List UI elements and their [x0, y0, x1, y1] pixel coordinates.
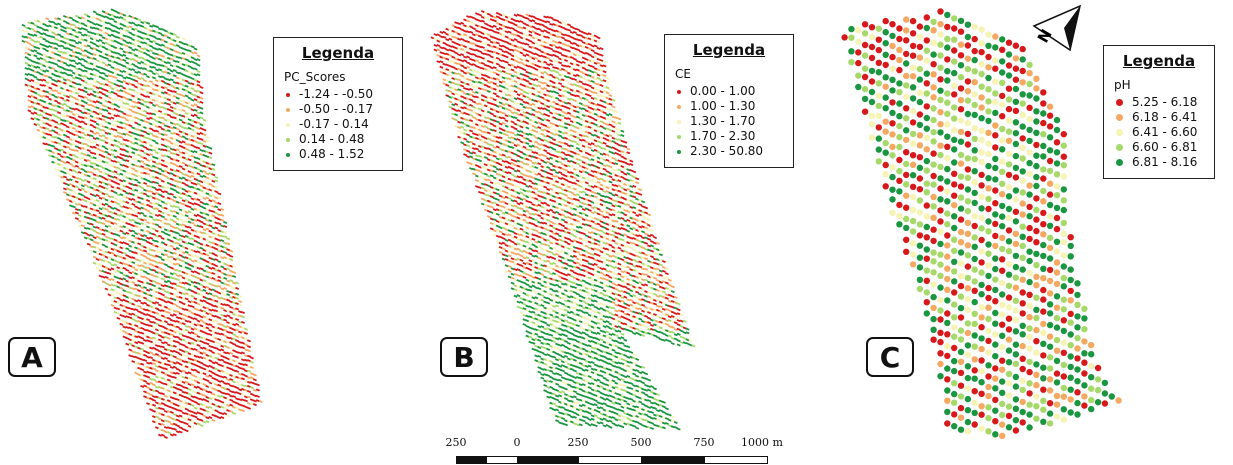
- legend-range: 5.25 - 6.18: [1132, 95, 1198, 109]
- scale-segment: [517, 456, 579, 464]
- legend-item: 6.18 - 6.41: [1114, 110, 1204, 125]
- scale-segment: [641, 456, 705, 464]
- sample-points: [21, 8, 263, 439]
- map-panel-b: Legenda CE 0.00 - 1.00 1.00 - 1.30 1.30 - …: [411, 0, 822, 465]
- legend-range: 0.00 - 1.00: [690, 84, 756, 98]
- scale-bar: 250 0 250 500 750 1000 m: [420, 434, 800, 465]
- legend-item: 6.60 - 6.81: [1114, 140, 1204, 155]
- legend-swatch: [286, 107, 290, 112]
- legend-items: 0.00 - 1.00 1.00 - 1.30 1.30 - 1.70 1.70 - …: [675, 84, 783, 159]
- legend-c: Legenda pH 5.25 - 6.18 6.18 - 6.41 6.41 - …: [1103, 45, 1215, 179]
- legend-swatch: [677, 89, 681, 94]
- panel-label-a: A: [8, 337, 56, 377]
- legend-item: 1.70 - 2.30: [675, 129, 783, 144]
- legend-item: 6.41 - 6.60: [1114, 125, 1204, 140]
- legend-item: 1.00 - 1.30: [675, 99, 783, 114]
- scale-tick: 500: [630, 436, 652, 449]
- legend-swatch: [1116, 99, 1123, 106]
- legend-item: -0.17 - 0.14: [284, 117, 392, 132]
- legend-range: 1.70 - 2.30: [690, 129, 756, 143]
- legend-items: -1.24 - -0.50 -0.50 - -0.17 -0.17 - 0.14 0.…: [284, 87, 392, 162]
- legend-swatch: [286, 122, 290, 127]
- scale-segment: [578, 456, 642, 464]
- legend-title: Legenda: [1122, 52, 1196, 70]
- legend-range: 6.60 - 6.81: [1132, 140, 1198, 154]
- legend-item: -1.24 - -0.50: [284, 87, 392, 102]
- scale-tick: 0: [513, 436, 521, 449]
- panel-label-b: B: [440, 337, 488, 377]
- scale-tick: 250: [567, 436, 589, 449]
- legend-swatch: [1116, 159, 1123, 166]
- legend-range: 1.00 - 1.30: [690, 99, 756, 113]
- legend-swatch: [1116, 114, 1123, 121]
- field-map-c: [841, 8, 1122, 439]
- legend-swatch: [1116, 129, 1123, 136]
- panel-label-c: C: [866, 337, 914, 377]
- legend-item: 6.81 - 8.16: [1114, 155, 1204, 170]
- legend-item: 1.30 - 1.70: [675, 114, 783, 129]
- scale-tick: 1000 m: [741, 436, 783, 449]
- north-label: N: [1034, 26, 1056, 46]
- legend-range: 1.30 - 1.70: [690, 114, 756, 128]
- legend-item: 0.14 - 0.48: [284, 132, 392, 147]
- legend-range: 0.14 - 0.48: [299, 132, 365, 146]
- field-map-a: [21, 8, 263, 439]
- legend-item: 0.48 - 1.52: [284, 147, 392, 162]
- field-map-b: [430, 10, 696, 431]
- legend-swatch: [286, 152, 290, 157]
- legend-swatch: [677, 119, 681, 124]
- scale-segment: [704, 456, 768, 464]
- legend-range: 2.30 - 50.80: [690, 144, 764, 158]
- legend-swatch: [286, 92, 290, 97]
- legend-field: pH: [1114, 78, 1131, 92]
- legend-title: Legenda: [692, 41, 766, 59]
- legend-item: -0.50 - -0.17: [284, 102, 392, 117]
- map-panel-c: Legenda pH 5.25 - 6.18 6.18 - 6.41 6.41 - …: [822, 0, 1233, 465]
- map-panel-a: Legenda PC_Scores -1.24 - -0.50 -0.50 - -…: [0, 0, 411, 465]
- legend-title: Legenda: [301, 44, 375, 62]
- legend-item: 5.25 - 6.18: [1114, 95, 1204, 110]
- scale-segment: [456, 456, 487, 464]
- legend-swatch: [286, 137, 290, 142]
- scale-tick: 750: [693, 436, 715, 449]
- legend-range: 6.41 - 6.60: [1132, 125, 1198, 139]
- legend-b: Legenda CE 0.00 - 1.00 1.00 - 1.30 1.30 - …: [664, 34, 794, 168]
- legend-range: 6.81 - 8.16: [1132, 155, 1198, 169]
- legend-range: 0.48 - 1.52: [299, 147, 365, 161]
- legend-swatch: [677, 104, 681, 109]
- sample-points: [430, 10, 696, 431]
- legend-item: 0.00 - 1.00: [675, 84, 783, 99]
- legend-a: Legenda PC_Scores -1.24 - -0.50 -0.50 - -…: [273, 37, 403, 171]
- legend-item: 2.30 - 50.80: [675, 144, 783, 159]
- sample-points: [841, 8, 1122, 439]
- legend-range: -0.17 - 0.14: [299, 117, 369, 131]
- legend-items: 5.25 - 6.18 6.18 - 6.41 6.41 - 6.60 6.60 - …: [1114, 95, 1204, 170]
- legend-swatch: [1116, 144, 1123, 151]
- legend-swatch: [677, 134, 681, 139]
- legend-range: -1.24 - -0.50: [299, 87, 374, 101]
- legend-range: -0.50 - -0.17: [299, 102, 374, 116]
- legend-swatch: [677, 149, 681, 154]
- north-arrow-icon: N: [1032, 4, 1082, 52]
- scale-segment: [486, 456, 518, 464]
- legend-field: PC_Scores: [284, 70, 346, 84]
- legend-field: CE: [675, 67, 691, 81]
- legend-range: 6.18 - 6.41: [1132, 110, 1198, 124]
- scale-tick: 250: [445, 436, 467, 449]
